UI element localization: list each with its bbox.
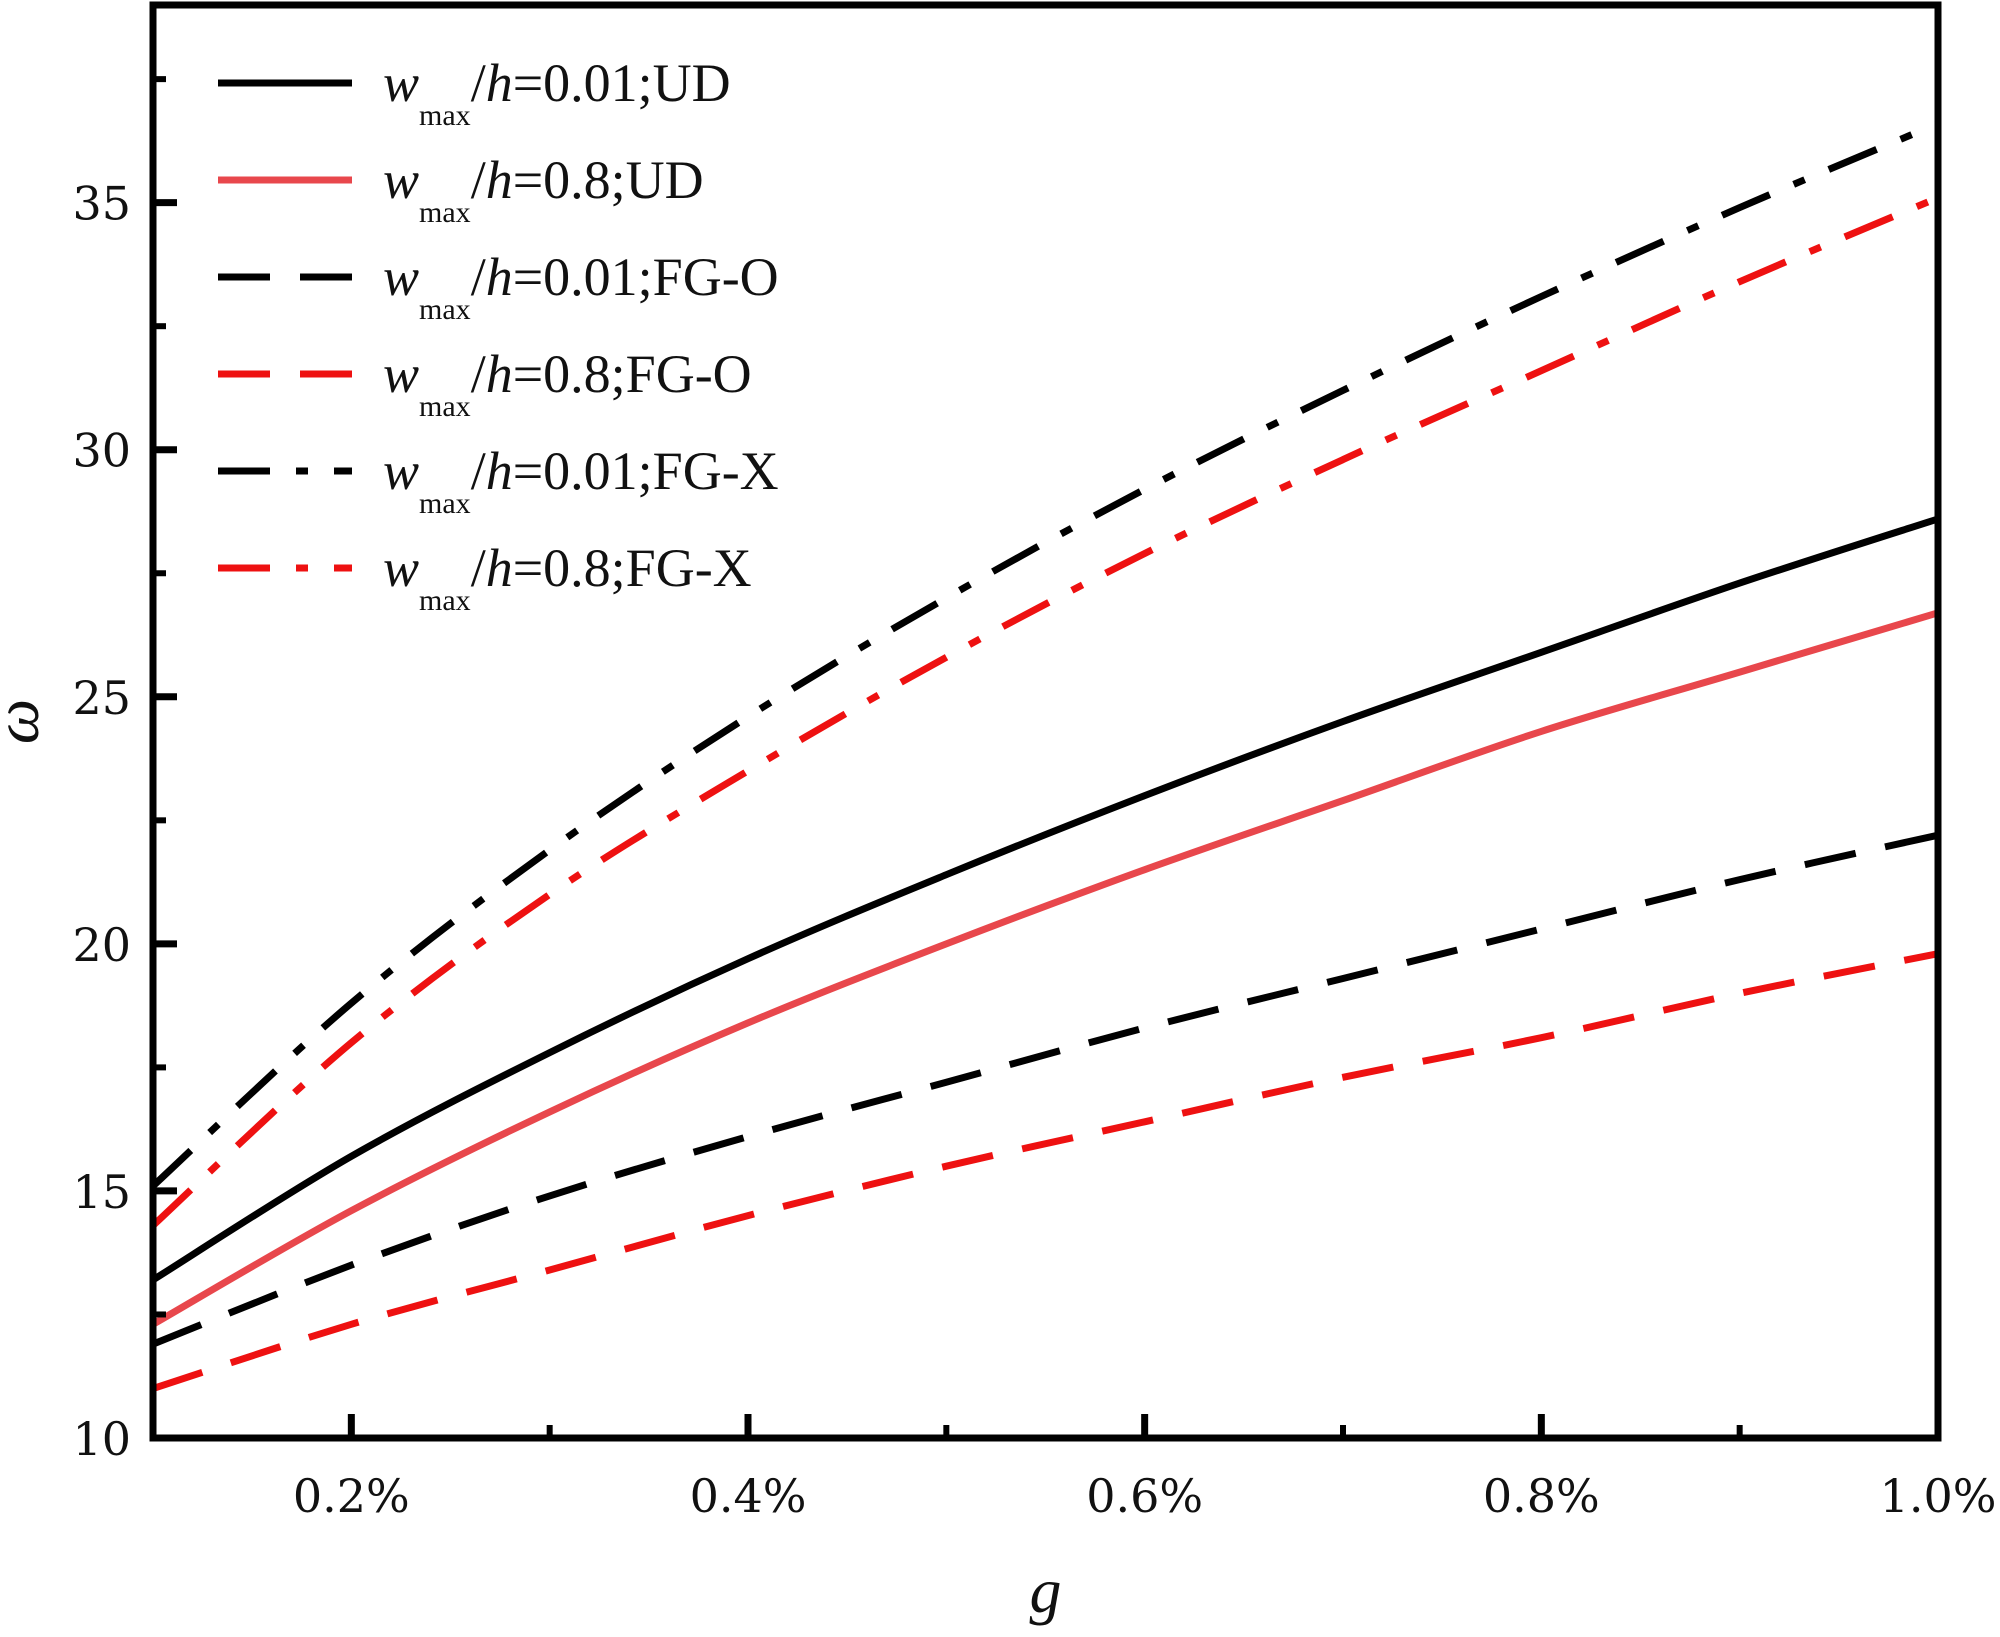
legend-label-sub: max (419, 487, 471, 520)
legend-label: wmax/h=0.01;FG-X (383, 441, 779, 520)
legend-label-rest: =0.8;FG-O (513, 344, 752, 404)
legend-label-sub: max (419, 99, 471, 132)
legend-label-rest: =0.01;FG-O (513, 247, 779, 307)
legend-label-rest: =0.8;UD (513, 150, 704, 210)
legend-label-slash: / (471, 344, 486, 404)
legend-label-rest: =0.8;FG-X (513, 538, 752, 598)
legend-label: wmax/h=0.8;UD (383, 150, 704, 229)
legend-label-slash: / (471, 247, 486, 307)
y-tick-label: 15 (72, 1165, 131, 1219)
legend-label-w: w (383, 150, 419, 210)
legend-item: wmax/h=0.8;FG-O (218, 344, 752, 423)
legend-label: wmax/h=0.01;UD (383, 53, 731, 132)
legend-label-h: h (486, 344, 513, 404)
x-tick-label: 1.0% (1880, 1469, 1997, 1523)
series-layer (150, 120, 1940, 1392)
legend-label-sub: max (419, 293, 471, 326)
y-tick-label: 35 (72, 177, 131, 231)
x-tick-label: 0.8% (1483, 1469, 1600, 1523)
legend-label-rest: =0.01;FG-X (513, 441, 779, 501)
legend-item: wmax/h=0.01;FG-O (218, 247, 779, 326)
y-tick-label: 20 (72, 918, 131, 972)
legend-label-w: w (383, 538, 419, 598)
legend-label-h: h (486, 53, 513, 113)
legend-label-w: w (383, 53, 419, 113)
series-line-FG-X-0.01 (150, 120, 1940, 1189)
y-axis-title: ω (0, 699, 52, 744)
legend-label-slash: / (471, 150, 486, 210)
legend-label-h: h (486, 247, 513, 307)
y-tick-label: 30 (72, 424, 131, 478)
x-axis-title: g (1030, 1555, 1062, 1626)
legend-label-w: w (383, 441, 419, 501)
x-tick-label: 0.6% (1086, 1469, 1203, 1523)
legend-label-slash: / (471, 53, 486, 113)
legend: wmax/h=0.01;UDwmax/h=0.8;UDwmax/h=0.01;F… (218, 53, 779, 617)
legend-item: wmax/h=0.01;UD (218, 53, 731, 132)
legend-label: wmax/h=0.8;FG-O (383, 344, 752, 423)
legend-label-sub: max (419, 584, 471, 617)
series-line-FG-O-0.8 (151, 950, 1939, 1392)
legend-label-h: h (486, 538, 513, 598)
y-tick-label: 10 (72, 1412, 131, 1466)
ticks-layer: 0.2% 0.4% 0.6% 0.8% 1.0% 10 15 20 25 30 35 (72, 76, 1997, 1523)
legend-label: wmax/h=0.01;FG-O (383, 247, 779, 326)
x-tick-label: 0.4% (690, 1469, 807, 1523)
legend-label: wmax/h=0.8;FG-X (383, 538, 752, 617)
x-tick-label: 0.2% (293, 1469, 410, 1523)
legend-label-slash: / (471, 538, 486, 598)
legend-label-w: w (383, 344, 419, 404)
legend-item: wmax/h=0.01;FG-X (218, 441, 779, 520)
legend-label-sub: max (419, 196, 471, 229)
plot-frame (149, 1, 1942, 1442)
series-line-FG-O-0.01 (151, 831, 1939, 1348)
legend-item: wmax/h=0.8;FG-X (218, 538, 752, 617)
legend-label-slash: / (471, 441, 486, 501)
legend-label-rest: =0.01;UD (513, 53, 731, 113)
legend-item: wmax/h=0.8;UD (218, 150, 704, 229)
legend-label-h: h (486, 150, 513, 210)
legend-label-sub: max (419, 390, 471, 423)
y-tick-label: 25 (72, 671, 131, 725)
legend-label-w: w (383, 247, 419, 307)
legend-label-h: h (486, 441, 513, 501)
series-line-UD-0.8 (151, 609, 1940, 1328)
series-line-FG-X-0.8 (150, 194, 1940, 1229)
series-line-UD-0.01 (151, 515, 1940, 1283)
